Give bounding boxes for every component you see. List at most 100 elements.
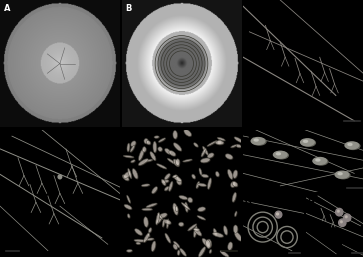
Ellipse shape xyxy=(164,186,169,191)
Ellipse shape xyxy=(154,136,159,138)
Ellipse shape xyxy=(192,174,195,179)
Ellipse shape xyxy=(183,159,192,162)
Ellipse shape xyxy=(195,229,202,236)
Text: F: F xyxy=(247,134,253,143)
Ellipse shape xyxy=(233,225,238,233)
Ellipse shape xyxy=(169,151,176,156)
Ellipse shape xyxy=(199,247,206,257)
Circle shape xyxy=(336,208,343,216)
Circle shape xyxy=(58,175,62,179)
Ellipse shape xyxy=(166,219,169,228)
Ellipse shape xyxy=(165,148,171,154)
Ellipse shape xyxy=(144,234,150,243)
Ellipse shape xyxy=(163,220,166,228)
Ellipse shape xyxy=(207,141,217,146)
Ellipse shape xyxy=(188,197,192,203)
Ellipse shape xyxy=(233,193,237,203)
Ellipse shape xyxy=(147,238,155,241)
Ellipse shape xyxy=(174,176,182,182)
Ellipse shape xyxy=(202,175,209,178)
Ellipse shape xyxy=(163,180,170,184)
Ellipse shape xyxy=(193,226,197,237)
Ellipse shape xyxy=(194,143,199,148)
Ellipse shape xyxy=(128,214,131,219)
Ellipse shape xyxy=(159,213,167,218)
Ellipse shape xyxy=(125,205,132,210)
Ellipse shape xyxy=(143,233,150,242)
Ellipse shape xyxy=(158,138,166,142)
Ellipse shape xyxy=(176,159,180,166)
Ellipse shape xyxy=(150,152,156,160)
Ellipse shape xyxy=(174,245,178,250)
Ellipse shape xyxy=(154,142,157,153)
Ellipse shape xyxy=(124,172,131,179)
Ellipse shape xyxy=(167,158,175,164)
Ellipse shape xyxy=(174,241,180,248)
Circle shape xyxy=(276,153,281,155)
Circle shape xyxy=(253,138,266,145)
Ellipse shape xyxy=(200,158,210,163)
Ellipse shape xyxy=(214,229,218,236)
Ellipse shape xyxy=(194,229,200,232)
Ellipse shape xyxy=(192,175,196,180)
Ellipse shape xyxy=(216,141,225,145)
Ellipse shape xyxy=(216,172,220,177)
Ellipse shape xyxy=(173,203,178,215)
Ellipse shape xyxy=(184,130,191,136)
Ellipse shape xyxy=(203,147,209,156)
Ellipse shape xyxy=(234,137,243,143)
Ellipse shape xyxy=(203,146,208,155)
Ellipse shape xyxy=(139,150,144,161)
Ellipse shape xyxy=(177,250,180,255)
Ellipse shape xyxy=(174,143,182,152)
Circle shape xyxy=(313,158,327,164)
Ellipse shape xyxy=(233,182,238,187)
Ellipse shape xyxy=(162,219,165,227)
Ellipse shape xyxy=(228,169,233,179)
Circle shape xyxy=(346,143,360,149)
Ellipse shape xyxy=(158,214,163,220)
Circle shape xyxy=(348,143,352,145)
Ellipse shape xyxy=(164,219,171,224)
Ellipse shape xyxy=(162,180,167,186)
Ellipse shape xyxy=(213,228,217,235)
Ellipse shape xyxy=(148,228,152,233)
Ellipse shape xyxy=(206,240,211,249)
Ellipse shape xyxy=(139,149,144,161)
Ellipse shape xyxy=(136,243,141,245)
Ellipse shape xyxy=(143,147,147,153)
Circle shape xyxy=(302,140,315,146)
Ellipse shape xyxy=(179,195,188,200)
Ellipse shape xyxy=(136,242,140,244)
Ellipse shape xyxy=(129,169,132,179)
Ellipse shape xyxy=(194,226,198,238)
Ellipse shape xyxy=(181,203,190,210)
Text: D: D xyxy=(4,134,11,143)
Ellipse shape xyxy=(156,217,162,224)
Ellipse shape xyxy=(180,248,186,256)
Ellipse shape xyxy=(228,170,233,180)
Circle shape xyxy=(316,159,320,161)
Ellipse shape xyxy=(174,131,178,140)
Ellipse shape xyxy=(165,187,170,191)
Ellipse shape xyxy=(217,137,225,141)
Ellipse shape xyxy=(208,141,218,147)
Ellipse shape xyxy=(156,213,160,226)
Ellipse shape xyxy=(224,226,228,236)
Circle shape xyxy=(339,219,346,226)
Ellipse shape xyxy=(173,159,179,167)
Ellipse shape xyxy=(144,217,149,228)
Ellipse shape xyxy=(123,175,130,181)
Circle shape xyxy=(275,152,288,159)
Ellipse shape xyxy=(158,148,163,152)
Ellipse shape xyxy=(198,208,206,212)
Ellipse shape xyxy=(174,207,178,211)
Ellipse shape xyxy=(193,228,200,231)
Circle shape xyxy=(254,139,258,141)
Ellipse shape xyxy=(209,250,212,253)
Ellipse shape xyxy=(178,251,180,256)
Ellipse shape xyxy=(208,153,215,159)
Ellipse shape xyxy=(202,238,209,247)
Ellipse shape xyxy=(216,171,219,177)
Ellipse shape xyxy=(146,203,157,208)
